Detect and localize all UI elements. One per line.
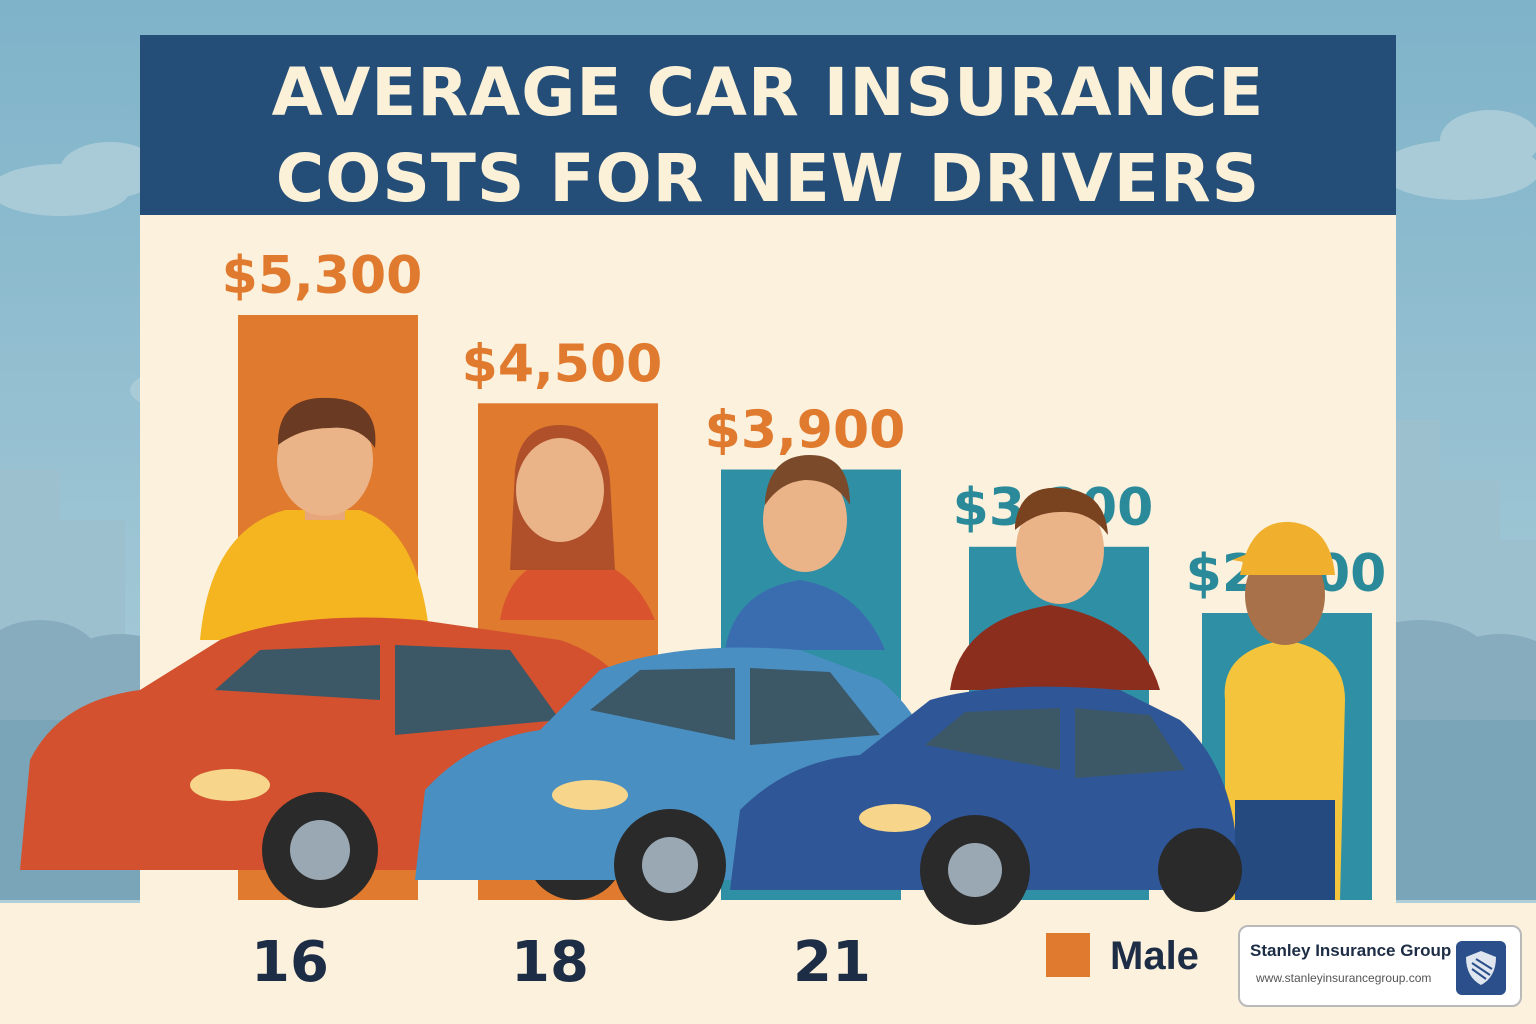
- x-tick-label-16: 16: [251, 930, 329, 995]
- legend-swatch-male: [1046, 933, 1090, 977]
- value-label-group: $5,300$4,500$3,900$3,200$2,600: [222, 246, 1387, 604]
- navy-car-illustration: [730, 686, 1242, 925]
- legend-label-male: Male: [1110, 934, 1199, 978]
- x-tick-label-21: 21: [793, 930, 871, 995]
- person-5-illustration: [1224, 521, 1345, 900]
- person-1-illustration: [200, 397, 430, 640]
- person-3-illustration: [725, 455, 885, 650]
- bar-value-label-2: $4,500: [462, 334, 663, 394]
- shield-icon: [1456, 941, 1506, 995]
- chart-title-line-2: COSTS FOR NEW DRIVERS: [275, 140, 1261, 217]
- title-band: AVERAGE CAR INSURANCE COSTS FOR NEW DRIV…: [140, 35, 1396, 217]
- bar-value-label-1: $5,300: [222, 246, 423, 306]
- brand-url: www.stanleyinsurancegroup.com: [1256, 971, 1432, 985]
- brand-name: Stanley Insurance Group: [1250, 941, 1452, 960]
- person-4-illustration: [950, 487, 1160, 690]
- chart-title-line-1: AVERAGE CAR INSURANCE: [271, 54, 1265, 131]
- person-2-illustration: [500, 425, 655, 620]
- x-tick-label-18: 18: [511, 930, 589, 995]
- brand-logo-box[interactable]: Stanley Insurance Group www.stanleyinsur…: [1238, 925, 1522, 1007]
- bar-value-label-3: $3,900: [705, 401, 906, 461]
